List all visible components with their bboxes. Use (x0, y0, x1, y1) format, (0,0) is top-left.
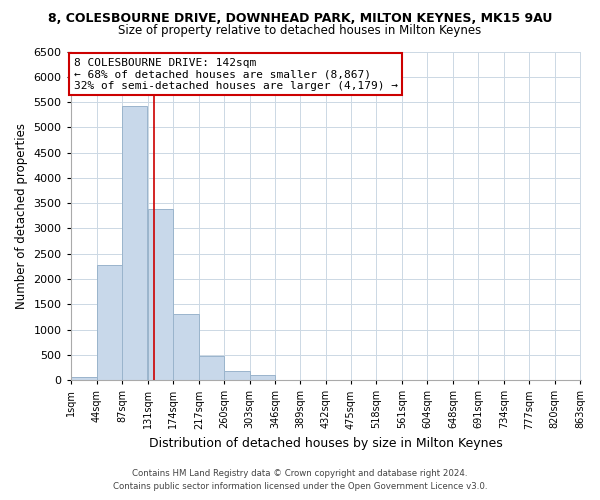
Bar (122, 106, 148, 380)
Bar (71, 376, 97, 380)
Text: Contains HM Land Registry data © Crown copyright and database right 2024.
Contai: Contains HM Land Registry data © Crown c… (113, 470, 487, 491)
Bar (250, 376, 275, 380)
Bar (224, 371, 250, 380)
Text: 8, COLESBOURNE DRIVE, DOWNHEAD PARK, MILTON KEYNES, MK15 9AU: 8, COLESBOURNE DRIVE, DOWNHEAD PARK, MIL… (48, 12, 552, 26)
Bar (148, 209, 173, 380)
Bar (199, 356, 224, 380)
Bar (97, 265, 122, 380)
Bar (173, 314, 199, 380)
X-axis label: Distribution of detached houses by size in Milton Keynes: Distribution of detached houses by size … (149, 437, 502, 450)
Y-axis label: Number of detached properties: Number of detached properties (15, 123, 28, 309)
Text: Size of property relative to detached houses in Milton Keynes: Size of property relative to detached ho… (118, 24, 482, 37)
Text: 8 COLESBOURNE DRIVE: 142sqm
← 68% of detached houses are smaller (8,867)
32% of : 8 COLESBOURNE DRIVE: 142sqm ← 68% of det… (74, 58, 398, 91)
